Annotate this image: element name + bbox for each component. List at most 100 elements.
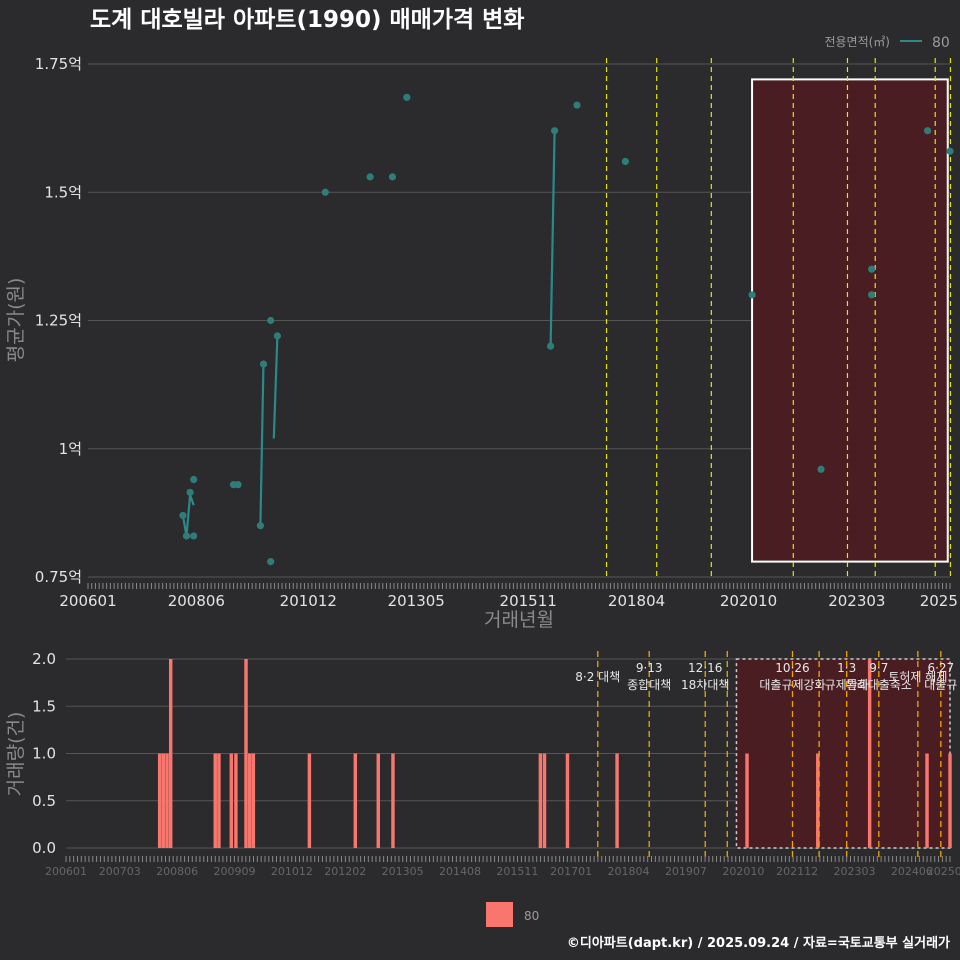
volume-highlight-rect <box>735 658 951 849</box>
price-point <box>403 93 411 101</box>
volume-x-tick-label: 202509 <box>927 865 960 878</box>
price-y-tick-label: 1.75억 <box>35 55 82 73</box>
price-x-tick-labels: 200601 200806 201012 201305 201511 201804 2020… <box>59 592 958 610</box>
volume-bar <box>745 753 749 848</box>
volume-bar <box>948 753 952 848</box>
volume-x-tick-label: 201511 <box>496 865 538 878</box>
volume-x-tick-label: 201907 <box>665 865 707 878</box>
volume-bar <box>157 753 162 848</box>
volume-bar <box>538 753 543 848</box>
price-point <box>190 475 198 484</box>
price-point <box>190 532 198 540</box>
price-point <box>267 558 275 566</box>
source-caption: ©디아파트(dapt.kr) / 2025.09.24 / 자료=국토교통부 실… <box>567 935 950 951</box>
price-line-segment <box>549 130 556 347</box>
volume-x-tick-label: 202406 <box>891 865 933 878</box>
volume-policy-label: 10·26 <box>775 661 809 675</box>
volume-policy-label: 대출규제강화 <box>759 678 825 692</box>
volume-policy-lines <box>597 651 942 858</box>
price-x-tick-label: 201305 <box>388 592 445 610</box>
price-point <box>573 101 581 109</box>
price-point <box>817 465 825 473</box>
volume-bar <box>925 753 929 848</box>
volume-x-tick-label: 200703 <box>99 865 141 878</box>
volume-bar <box>213 753 217 848</box>
price-x-tick-label: 201511 <box>500 592 557 610</box>
price-point <box>550 127 559 135</box>
volume-y-tick-label: 1.0 <box>32 745 56 763</box>
volume-panel: 8·2 대책 9·13 종합대책 12·16 18차대책 10·26 대출규제강화 1·3 규제… <box>5 650 960 927</box>
volume-bar <box>816 753 820 848</box>
volume-y-axis-title: 거래량(건) <box>5 712 27 797</box>
price-point <box>182 532 191 540</box>
price-point <box>234 481 242 489</box>
price-point <box>273 332 282 340</box>
volume-policy-label: 1·3 <box>837 661 856 675</box>
price-x-tick-label: 2025 <box>920 592 958 610</box>
volume-x-tick-label: 202112 <box>776 865 818 878</box>
volume-y-tick-label: 0.5 <box>32 792 56 810</box>
volume-bar <box>376 753 380 848</box>
volume-x-tick-label: 201012 <box>271 865 313 878</box>
volume-x-tick-label: 201408 <box>439 865 481 878</box>
price-line-segment <box>259 361 265 526</box>
volume-x-tick-label: 201701 <box>550 865 592 878</box>
volume-x-minor-ticks <box>65 856 951 862</box>
price-line-segment <box>272 335 279 439</box>
price-policy-lines <box>605 58 952 577</box>
volume-policy-label: 특례대출축소 <box>846 678 912 692</box>
price-line-series <box>181 130 556 537</box>
price-y-tick-label: 1.25억 <box>35 312 82 330</box>
price-x-tick-label: 201804 <box>608 592 665 610</box>
price-highlight-rect <box>751 78 949 563</box>
volume-policy-label: 9·7 <box>869 661 888 675</box>
volume-bar <box>217 753 221 848</box>
volume-legend-swatch <box>486 902 513 927</box>
volume-x-tick-label: 202303 <box>833 865 875 878</box>
volume-policy-label: 토허제 해제 <box>888 670 947 684</box>
volume-bar <box>168 659 173 848</box>
volume-bar <box>615 753 619 848</box>
volume-x-tick-label: 200806 <box>156 865 198 878</box>
price-highlight-region <box>751 78 949 563</box>
price-point <box>868 291 876 299</box>
volume-policy-label: 규제완화 <box>825 678 869 692</box>
volume-policy-label: 6·27 <box>927 661 954 675</box>
volume-policy-label: 9·13 <box>636 661 663 675</box>
price-y-axis-title: 평균가(원) <box>5 278 27 363</box>
volume-bar <box>251 753 256 848</box>
volume-x-tick-label: 201202 <box>324 865 366 878</box>
volume-bar <box>353 753 358 848</box>
price-point <box>388 173 397 181</box>
volume-bar <box>542 753 547 848</box>
price-point <box>179 511 187 520</box>
price-point <box>321 188 329 196</box>
volume-bar <box>307 753 312 848</box>
volume-y-tick-labels: 0.0 0.5 1.0 1.5 2.0 <box>32 650 56 857</box>
volume-y-tick-label: 0.0 <box>32 839 56 857</box>
volume-y-tick-label: 2.0 <box>32 650 56 668</box>
price-x-tick-label: 200806 <box>168 592 225 610</box>
price-point <box>186 488 194 496</box>
price-legend-entry: 80 <box>932 35 950 51</box>
volume-bar <box>244 659 248 848</box>
price-point <box>946 147 954 155</box>
volume-policy-label: 대출규 <box>924 678 957 692</box>
volume-x-tick-label: 201804 <box>608 865 650 878</box>
volume-bar <box>229 753 234 848</box>
volume-policy-label: 종합대책 <box>627 677 671 692</box>
price-points <box>179 93 954 566</box>
chart-title: 도계 대호빌라 아파트(1990) 매매가격 변화 <box>90 7 524 33</box>
price-x-tick-label: 202303 <box>828 592 885 610</box>
volume-bar <box>234 753 238 848</box>
volume-policy-label: 8·2 대책 <box>575 669 620 684</box>
price-point <box>621 157 629 166</box>
volume-bar <box>867 659 872 848</box>
price-y-tick-label: 0.75억 <box>35 568 82 586</box>
price-point <box>924 127 932 135</box>
volume-policy-labels: 8·2 대책 9·13 종합대책 12·16 18차대책 10·26 대출규제강화 1·3 규제… <box>575 661 957 692</box>
price-x-tick-label: 200601 <box>59 592 116 610</box>
price-point <box>546 342 555 350</box>
volume-highlight-region <box>735 658 951 849</box>
